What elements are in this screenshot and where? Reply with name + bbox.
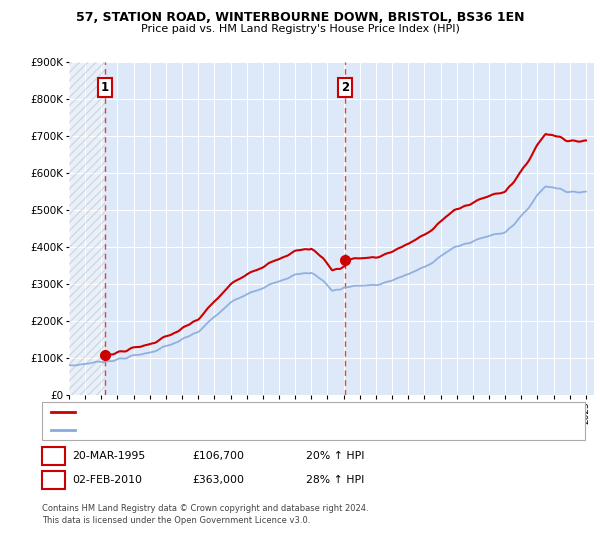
- Text: 1: 1: [49, 449, 58, 463]
- Text: 57, STATION ROAD, WINTERBOURNE DOWN, BRISTOL, BS36 1EN: 57, STATION ROAD, WINTERBOURNE DOWN, BRI…: [76, 11, 524, 24]
- Text: 28% ↑ HPI: 28% ↑ HPI: [306, 475, 364, 485]
- Text: 02-FEB-2010: 02-FEB-2010: [72, 475, 142, 485]
- Text: HPI: Average price, detached house, South Gloucestershire: HPI: Average price, detached house, Sout…: [79, 426, 361, 435]
- Text: £106,700: £106,700: [192, 451, 244, 461]
- Text: £363,000: £363,000: [192, 475, 244, 485]
- Text: 1: 1: [101, 81, 109, 94]
- Text: 20-MAR-1995: 20-MAR-1995: [72, 451, 145, 461]
- Text: Price paid vs. HM Land Registry's House Price Index (HPI): Price paid vs. HM Land Registry's House …: [140, 24, 460, 34]
- Text: 2: 2: [341, 81, 349, 94]
- Text: 20% ↑ HPI: 20% ↑ HPI: [306, 451, 365, 461]
- Text: 57, STATION ROAD, WINTERBOURNE DOWN, BRISTOL, BS36 1EN (detached house): 57, STATION ROAD, WINTERBOURNE DOWN, BRI…: [79, 407, 470, 416]
- Text: Contains HM Land Registry data © Crown copyright and database right 2024.
This d: Contains HM Land Registry data © Crown c…: [42, 504, 368, 525]
- Bar: [69, 62, 105, 395]
- Text: 2: 2: [49, 473, 58, 487]
